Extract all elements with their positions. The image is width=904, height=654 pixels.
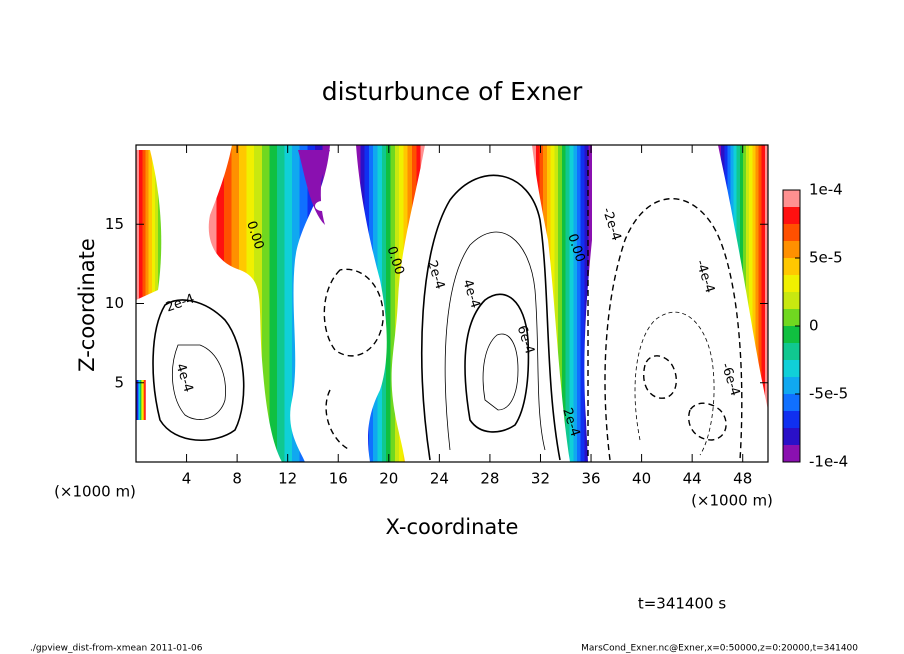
colorbar-band (783, 275, 800, 292)
x-tick-label: 16 (329, 470, 348, 488)
y-tick-label: 10 (105, 294, 124, 312)
contour-label: 4e-4 (172, 362, 195, 394)
colorbar-tick-label: 1e-4 (809, 181, 843, 199)
contour-field (136, 145, 768, 462)
colorbar-band (783, 343, 800, 360)
colorbar-tick-label: -5e-5 (809, 385, 848, 403)
colorbar-tick-label: 0 (809, 317, 819, 335)
colorbar-band (783, 360, 800, 377)
x-axis-title: X-coordinate (386, 515, 519, 539)
contour-label: -6e-4 (718, 361, 743, 398)
y-tick-label: 15 (105, 215, 124, 233)
chart-title: disturbunce of Exner (322, 77, 583, 106)
x-tick-label: 32 (531, 470, 550, 488)
x-tick-label: 4 (182, 470, 192, 488)
time-label: t=341400 s (638, 595, 726, 613)
contour-label: -2e-4 (599, 206, 624, 243)
x-tick-label: 28 (480, 470, 499, 488)
hole (315, 201, 329, 211)
color-band (356, 145, 425, 462)
color-band (208, 145, 330, 462)
colorbar-band (783, 411, 800, 428)
footer-left: ./gpview_dist-from-xmean 2011-01-06 (30, 644, 203, 654)
contour-label: 6e-4 (514, 324, 537, 356)
contour-lines (152, 150, 743, 461)
x-tick-label: 8 (232, 470, 242, 488)
x-tick-label: 44 (683, 470, 702, 488)
y-tick-label: 5 (114, 373, 124, 391)
colorbar-band (783, 377, 800, 394)
x-tick-label: 20 (379, 470, 398, 488)
color-band (718, 145, 768, 410)
x-tick-label: 36 (581, 470, 600, 488)
colorbar-tick-label: -1e-4 (809, 453, 848, 471)
colorbar-band (783, 292, 800, 309)
colorbar-tick-label: 5e-5 (809, 249, 843, 267)
colorbar-band (783, 428, 800, 445)
contour-label: -4e-4 (692, 258, 717, 295)
colorbar-band (783, 224, 800, 241)
contour-label: 2e-4 (164, 291, 197, 315)
y-axis-title: Z-coordinate (75, 238, 99, 372)
footer-right: MarsCond_Exner.nc@Exner,x=0:50000,z=0:20… (581, 644, 858, 654)
colorbar-band (783, 241, 800, 258)
colorbar-band (783, 394, 800, 411)
colorbar-band (783, 445, 800, 462)
colorbar-band (783, 190, 800, 207)
x-unit-label: (×1000 m) (54, 483, 136, 501)
colorbar-band (783, 309, 800, 326)
color-band (136, 150, 162, 300)
color-band (136, 380, 146, 420)
colorbar-band (783, 258, 800, 275)
x-unit-label: (×1000 m) (691, 492, 773, 510)
x-tick-label: 40 (632, 470, 651, 488)
color-band (532, 145, 592, 462)
x-tick-label: 24 (430, 470, 449, 488)
contour-label: 4e-4 (459, 278, 482, 310)
x-tick-label: 48 (733, 470, 752, 488)
color-band (298, 150, 330, 225)
x-tick-label: 12 (278, 470, 297, 488)
colorbar-band (783, 207, 800, 224)
colorbar-band (783, 326, 800, 343)
